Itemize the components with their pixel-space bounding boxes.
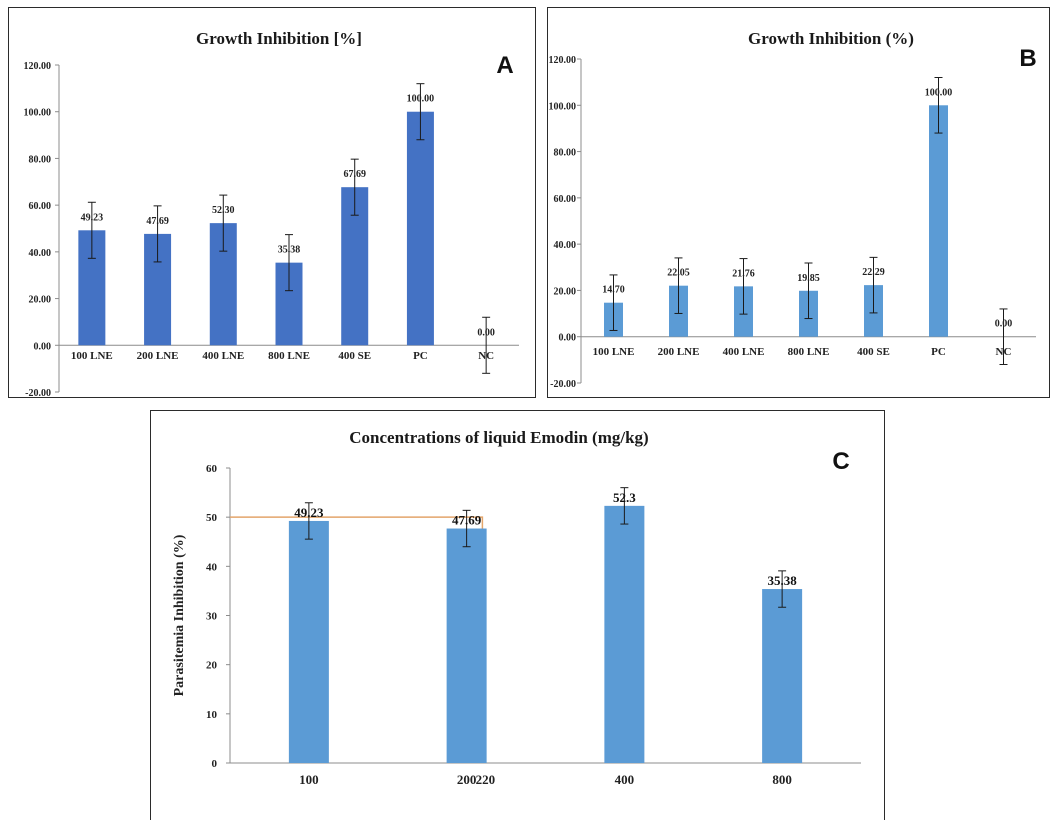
data-label: 14.70 — [602, 285, 625, 296]
bar — [762, 589, 803, 763]
y-tick-label: 40.00 — [29, 248, 52, 259]
y-tick-label: 120.00 — [24, 61, 52, 72]
panel-letter: A — [496, 52, 513, 79]
chart-panel-b: Growth Inhibition (%) B -20.00 0.00 20.00 40.… — [547, 7, 1050, 398]
y-axis-title: Parasitemia Inhibition (%) — [172, 534, 187, 696]
y-tick-label: 60.00 — [554, 194, 577, 205]
bar — [604, 505, 645, 763]
data-label: 35.38 — [278, 245, 301, 256]
y-tick-label: 80.00 — [554, 148, 577, 159]
x-category-label: 100 LNE — [71, 350, 113, 362]
chart-c-svg: Concentrations of liquid Emodin (mg/kg) C… — [172, 428, 861, 787]
x-category-label: 400 SE — [338, 350, 371, 362]
chart-panel-c: Concentrations of liquid Emodin (mg/kg) C… — [150, 410, 885, 820]
data-label: 52.30 — [212, 205, 235, 216]
y-tick-label: 50 — [206, 512, 218, 524]
y-tick-label: 0 — [212, 758, 218, 770]
x-category-label: NC — [478, 350, 494, 362]
reference-x-label: 220 — [476, 772, 496, 787]
chart-a-svg: Growth Inhibition [%] A -20.00 0.00 20.00 40.… — [24, 29, 519, 397]
data-label: 35.38 — [768, 573, 798, 588]
data-label: 49.23 — [294, 505, 324, 520]
y-tick-label: 40.00 — [554, 240, 577, 251]
x-category-label: 100 — [299, 772, 319, 787]
x-category-label: 200 LNE — [658, 346, 700, 358]
bar — [446, 528, 487, 763]
x-category-label: 400 LNE — [202, 350, 244, 362]
bar — [929, 105, 948, 337]
data-label: 100.00 — [925, 87, 953, 98]
data-label: 47.69 — [146, 216, 169, 227]
y-tick-label: 80.00 — [29, 154, 52, 165]
x-category-label: 200 LNE — [137, 350, 179, 362]
y-tick-label: 20 — [206, 660, 218, 672]
chart-b-svg: Growth Inhibition (%) B -20.00 0.00 20.00 40.… — [549, 29, 1037, 390]
y-tick-label: 100.00 — [24, 108, 52, 119]
panel-letter: B — [1019, 45, 1036, 72]
y-tick-label: 60.00 — [29, 201, 52, 212]
y-tick-label: 20.00 — [554, 286, 577, 297]
y-tick-label: 30 — [206, 611, 218, 623]
data-label: 0.00 — [995, 319, 1013, 330]
x-category-label: 400 — [615, 772, 635, 787]
y-tick-label: 10 — [206, 709, 218, 721]
bar — [406, 111, 434, 346]
y-tick-label: -20.00 — [25, 388, 51, 397]
y-tick-label: 120.00 — [549, 55, 577, 66]
y-tick-label: -20.00 — [550, 379, 576, 390]
data-label: 22.05 — [667, 268, 690, 279]
x-category-label: 400 LNE — [723, 346, 765, 358]
reference-guide-line — [230, 516, 484, 763]
x-category-label: 400 SE — [857, 346, 890, 358]
bar — [288, 520, 329, 763]
chart-panel-a: Growth Inhibition [%] A -20.00 0.00 20.00 40.… — [8, 7, 536, 398]
y-tick-label: 0.00 — [34, 341, 52, 352]
data-label: 47.69 — [452, 513, 482, 528]
data-label: 21.76 — [732, 268, 755, 279]
y-tick-label: 20.00 — [29, 295, 52, 306]
data-label: 67.69 — [343, 169, 366, 180]
data-label: 22.29 — [862, 267, 885, 278]
chart-title: Concentrations of liquid Emodin (mg/kg) — [349, 428, 648, 447]
data-label: 19.85 — [797, 273, 820, 284]
data-label: 0.00 — [477, 327, 495, 338]
data-label: 100.00 — [407, 94, 435, 105]
panel-letter: C — [832, 448, 849, 475]
x-category-label: 100 LNE — [593, 346, 635, 358]
y-tick-label: 100.00 — [549, 101, 577, 112]
y-tick-label: 40 — [206, 561, 218, 573]
y-tick-label: 60 — [206, 463, 218, 475]
y-tick-label: 0.00 — [559, 333, 577, 344]
chart-title: Growth Inhibition [%] — [196, 29, 362, 48]
chart-title: Growth Inhibition (%) — [748, 29, 914, 48]
x-category-label: NC — [996, 346, 1012, 358]
x-category-label: PC — [931, 346, 946, 358]
data-label: 49.23 — [81, 212, 104, 223]
x-category-label: 800 — [772, 772, 792, 787]
x-category-label: 800 LNE — [788, 346, 830, 358]
data-label: 52.3 — [613, 490, 636, 505]
x-category-label: PC — [413, 350, 428, 362]
x-category-label: 200 — [457, 772, 477, 787]
x-category-label: 800 LNE — [268, 350, 310, 362]
